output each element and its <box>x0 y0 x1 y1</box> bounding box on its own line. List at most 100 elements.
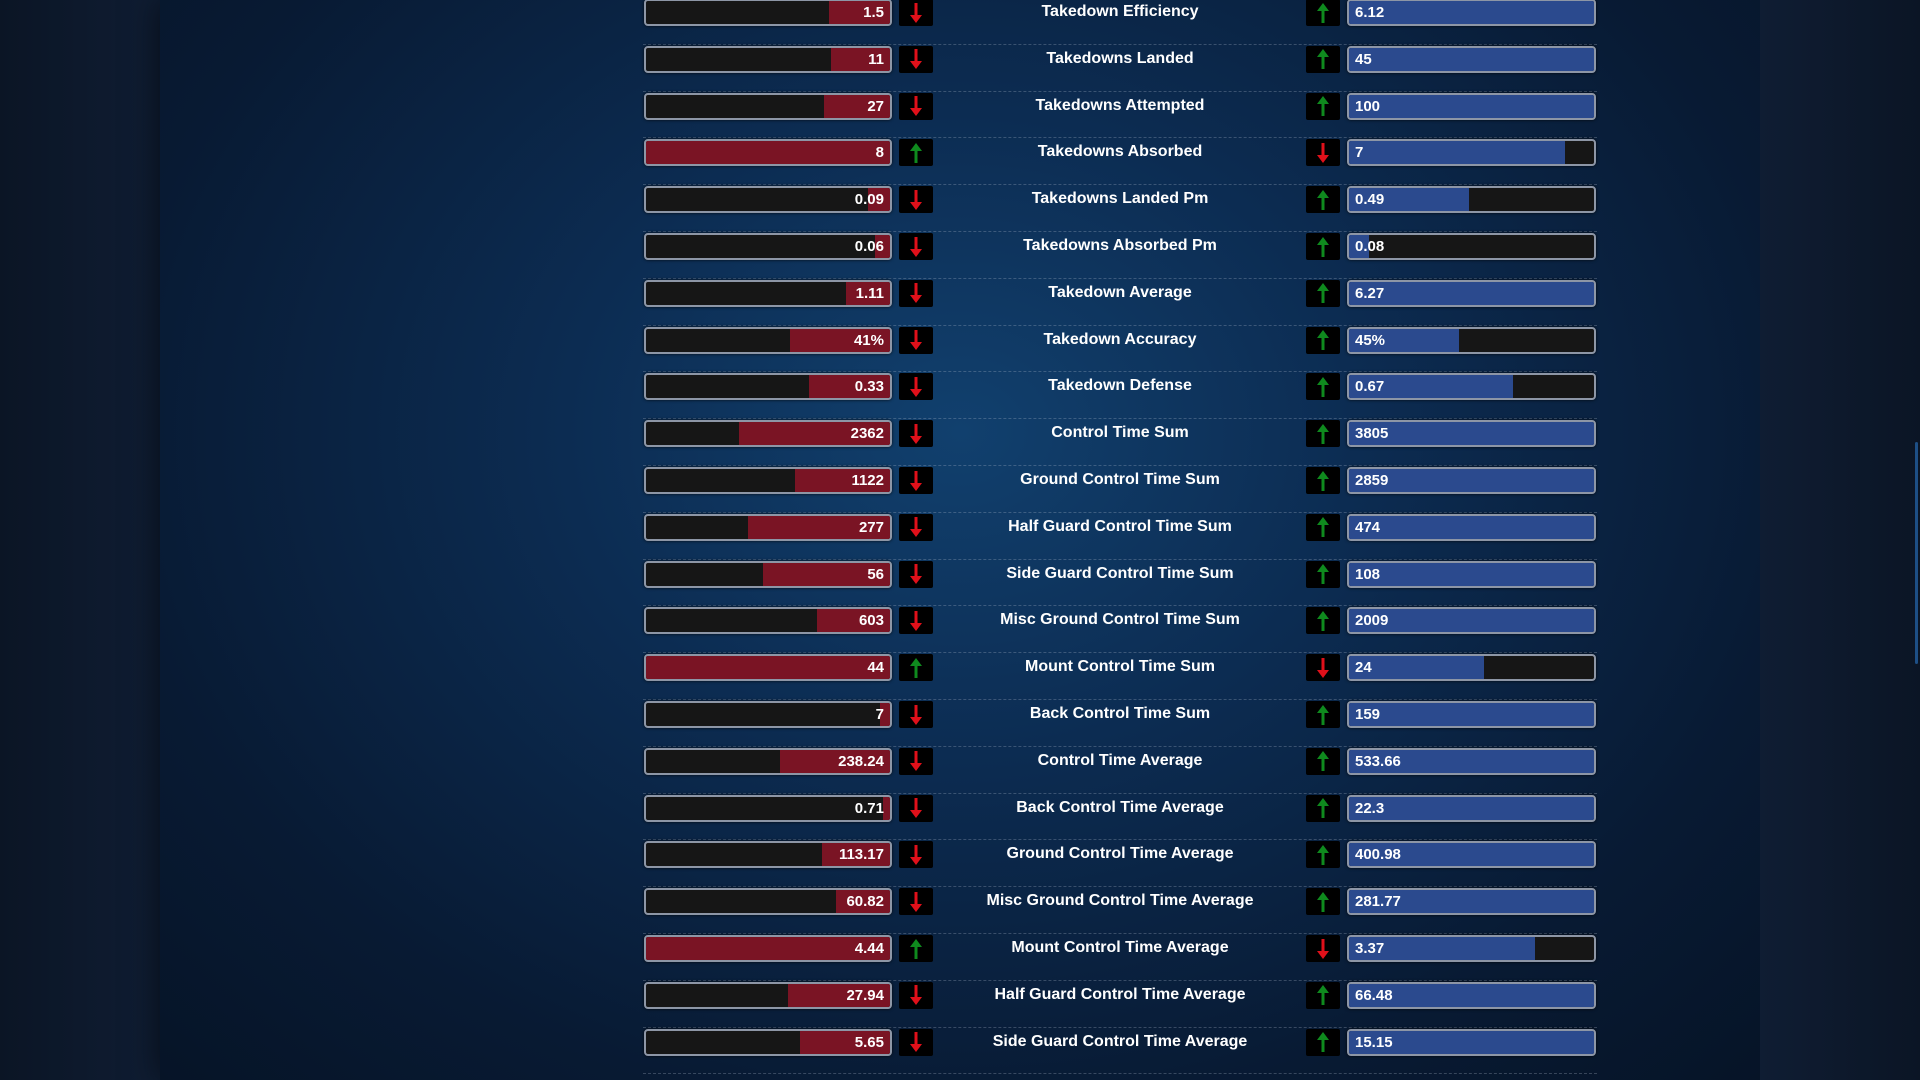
arrow-up-icon <box>1306 467 1340 494</box>
right-stat-value: 0.67 <box>1355 378 1385 396</box>
arrow-up-icon <box>1306 981 1340 1009</box>
stat-row: 1.11 Takedown Average 6.27 <box>643 279 1597 326</box>
left-bar-fill <box>748 515 890 539</box>
left-stat-value: 1.11 <box>855 284 884 302</box>
left-bar-fill <box>646 937 890 960</box>
left-bar-fill <box>875 235 890 258</box>
right-bar-fill <box>1349 94 1594 118</box>
stat-label: Control Time Sum <box>1051 424 1189 442</box>
arrow-down-icon <box>1306 139 1340 167</box>
left-stat-value: 8 <box>875 144 884 162</box>
stat-row: 2362 Control Time Sum 3805 <box>643 419 1597 466</box>
stat-label: Takedowns Absorbed Pm <box>1023 237 1217 254</box>
left-stat-value: 4.44 <box>854 940 884 957</box>
right-stat-value: 0.49 <box>1355 191 1385 209</box>
left-fighter-bar: 5.65 <box>644 1028 892 1056</box>
arrow-down-icon <box>899 701 933 728</box>
left-stat-value: 44 <box>867 659 884 677</box>
right-bar-fill <box>1349 983 1594 1007</box>
left-bar-fill <box>882 796 890 820</box>
arrow-down-icon <box>899 326 933 354</box>
stat-row: 1122 Ground Control Time Sum 2859 <box>643 466 1597 513</box>
right-fighter-bar: 45 <box>1347 45 1596 73</box>
arrow-up-icon <box>1306 560 1340 588</box>
right-stat-value: 6.12 <box>1355 4 1385 21</box>
arrow-down-icon <box>899 0 933 26</box>
right-stat-value: 3805 <box>1355 425 1389 443</box>
right-stat-value: 474 <box>1355 518 1381 536</box>
right-stat-value: 22.3 <box>1355 799 1385 817</box>
arrow-up-icon <box>1306 794 1340 822</box>
right-stat-value: 533.66 <box>1355 752 1401 770</box>
arrow-up-icon <box>1306 513 1340 541</box>
arrow-up-icon <box>1306 0 1340 26</box>
arrow-down-icon <box>899 607 933 635</box>
right-bar-fill <box>1349 281 1594 305</box>
right-fighter-bar: 533.66 <box>1347 747 1596 775</box>
left-margin <box>0 0 160 1080</box>
right-fighter-bar: 24 <box>1347 654 1596 682</box>
arrow-down-icon <box>899 467 933 494</box>
arrow-down-icon <box>899 1028 933 1056</box>
right-bar-fill <box>1349 141 1565 165</box>
right-stat-value: 400.98 <box>1355 846 1401 864</box>
left-stat-value: 41% <box>853 331 884 349</box>
stat-label: Takedowns Landed <box>1046 49 1194 67</box>
left-bar-fill <box>824 94 890 118</box>
right-stat-value: 6.27 <box>1355 284 1385 302</box>
right-fighter-bar: 0.08 <box>1347 233 1596 260</box>
right-bar-fill <box>1349 843 1594 867</box>
stat-label: Ground Control Time Average <box>1006 845 1234 863</box>
right-bar-fill <box>1349 890 1594 914</box>
right-fighter-bar: 3.37 <box>1347 935 1596 962</box>
stat-label: Takedown Efficiency <box>1041 3 1199 20</box>
arrow-up-icon <box>1306 92 1340 120</box>
arrow-down-icon <box>1306 935 1340 962</box>
left-bar-fill <box>880 703 890 726</box>
left-bar-fill <box>809 375 890 399</box>
stat-row: 0.09 Takedowns Landed Pm 0.49 <box>643 185 1597 232</box>
left-fighter-bar: 44 <box>644 654 892 682</box>
stat-label: Ground Control Time Sum <box>1020 471 1220 488</box>
arrow-up-icon <box>899 654 933 682</box>
left-stat-value: 0.09 <box>854 191 884 209</box>
right-fighter-bar: 66.48 <box>1347 981 1596 1009</box>
right-fighter-bar: 0.67 <box>1347 373 1596 401</box>
right-fighter-bar: 6.27 <box>1347 279 1596 307</box>
left-bar-fill <box>794 469 890 492</box>
left-bar-fill <box>829 1 890 24</box>
right-bar-fill <box>1349 562 1594 586</box>
stat-row: 27.94 Half Guard Control Time Average 66.4… <box>643 981 1597 1028</box>
stat-row: 5.65 Side Guard Control Time Average 15.15 <box>643 1028 1597 1075</box>
left-stat-value: 56 <box>867 565 884 583</box>
right-stat-value: 3.37 <box>1355 940 1385 957</box>
left-bar-fill <box>787 983 890 1007</box>
left-fighter-bar: 1.5 <box>644 0 892 26</box>
stats-panel: 1.5 Takedown Efficiency 6.12 11 Takedowns La… <box>160 0 1760 1080</box>
left-fighter-bar: 1.11 <box>644 279 892 307</box>
left-bar-fill <box>821 843 890 867</box>
right-stat-value: 45 <box>1355 50 1372 68</box>
stat-row: 44 Mount Control Time Sum 24 <box>643 653 1597 700</box>
scrollbar-thumb[interactable] <box>1915 442 1918 664</box>
stat-row: 60.82 Misc Ground Control Time Average 281… <box>643 887 1597 934</box>
arrow-down-icon <box>899 420 933 448</box>
right-fighter-bar: 22.3 <box>1347 794 1596 822</box>
left-fighter-bar: 113.17 <box>644 841 892 869</box>
right-stat-value: 108 <box>1355 565 1381 583</box>
right-bar-fill <box>1349 375 1514 399</box>
stat-label: Takedowns Landed Pm <box>1031 190 1209 208</box>
stat-label: Mount Control Time Average <box>1011 939 1229 956</box>
right-bar-fill <box>1349 749 1594 773</box>
left-stat-value: 7 <box>875 706 884 723</box>
left-fighter-bar: 0.71 <box>644 794 892 822</box>
right-stat-value: 159 <box>1355 706 1381 723</box>
left-bar-fill <box>868 188 890 212</box>
arrow-down-icon <box>899 560 933 588</box>
arrow-down-icon <box>899 888 933 916</box>
left-stat-value: 27.94 <box>846 986 884 1004</box>
arrow-up-icon <box>1306 373 1340 401</box>
right-stat-value: 2009 <box>1355 612 1389 630</box>
left-fighter-bar: 0.06 <box>644 233 892 260</box>
left-fighter-bar: 2362 <box>644 420 892 448</box>
